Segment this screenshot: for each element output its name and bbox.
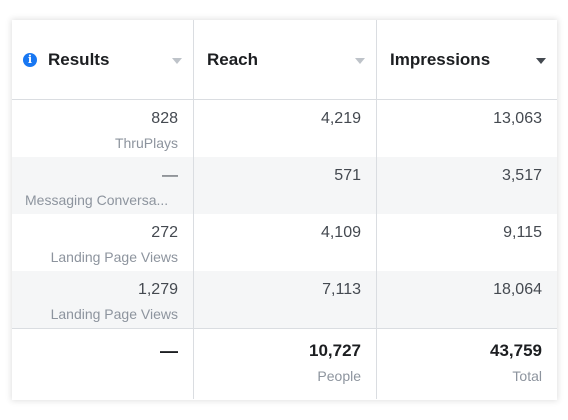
column-header-label: Reach bbox=[207, 49, 259, 69]
results-total-value: — bbox=[160, 341, 178, 361]
reach-cell: 4,109 bbox=[193, 214, 376, 271]
results-value: 828 bbox=[151, 110, 178, 127]
sort-caret-icon[interactable] bbox=[355, 58, 365, 64]
results-cell: — Messaging Conversa... bbox=[12, 157, 193, 214]
impressions-cell: 3,517 bbox=[376, 157, 557, 214]
result-type-label: Messaging Conversa... bbox=[25, 192, 169, 208]
column-header-label: Results bbox=[48, 49, 110, 69]
column-header-results[interactable]: i Results bbox=[12, 20, 193, 99]
info-icon[interactable]: i bbox=[23, 52, 37, 67]
column-header-label: Impressions bbox=[390, 49, 491, 69]
results-cell: 828 ThruPlays bbox=[12, 100, 193, 157]
reach-cell: 571 bbox=[193, 157, 376, 214]
impressions-cell: 18,064 bbox=[376, 271, 557, 328]
column-header-impressions[interactable]: Impressions bbox=[376, 20, 557, 99]
result-type-label: ThruPlays bbox=[114, 135, 178, 151]
sort-caret-down-icon[interactable] bbox=[536, 58, 546, 64]
sort-caret-icon[interactable] bbox=[172, 58, 182, 64]
reach-total-label: People bbox=[317, 368, 361, 384]
impressions-cell: 9,115 bbox=[376, 214, 557, 271]
impressions-total-value: 43,759 bbox=[490, 341, 542, 360]
impressions-total-label: Total bbox=[512, 368, 542, 384]
table-row: — Messaging Conversa... 571 3,517 bbox=[12, 157, 557, 214]
reach-cell: 7,113 bbox=[193, 271, 376, 328]
impressions-total-cell: 43,759 Total bbox=[376, 329, 557, 399]
column-header-reach[interactable]: Reach bbox=[193, 20, 376, 99]
results-value: 1,279 bbox=[137, 281, 178, 298]
table-row: 272 Landing Page Views 4,109 9,115 bbox=[12, 214, 557, 271]
table-row: 1,279 Landing Page Views 7,113 18,064 bbox=[12, 271, 557, 328]
results-value: — bbox=[162, 167, 178, 184]
result-type-label: Landing Page Views bbox=[50, 249, 178, 265]
table-row: 828 ThruPlays 4,219 13,063 bbox=[12, 100, 557, 157]
reach-total-cell: 10,727 People bbox=[193, 329, 376, 399]
totals-row: — 10,727 People 43,759 Total bbox=[12, 328, 557, 399]
table-header: i Results Reach Impressions bbox=[12, 20, 557, 100]
result-type-label: Landing Page Views bbox=[50, 306, 178, 322]
ads-metrics-table: i Results Reach Impressions 828 ThruPlay… bbox=[12, 20, 557, 400]
results-cell: 1,279 Landing Page Views bbox=[12, 271, 193, 328]
reach-total-value: 10,727 bbox=[309, 341, 361, 360]
results-value: 272 bbox=[151, 224, 178, 241]
results-cell: 272 Landing Page Views bbox=[12, 214, 193, 271]
reach-cell: 4,219 bbox=[193, 100, 376, 157]
results-total-cell: — bbox=[12, 329, 193, 399]
impressions-cell: 13,063 bbox=[376, 100, 557, 157]
